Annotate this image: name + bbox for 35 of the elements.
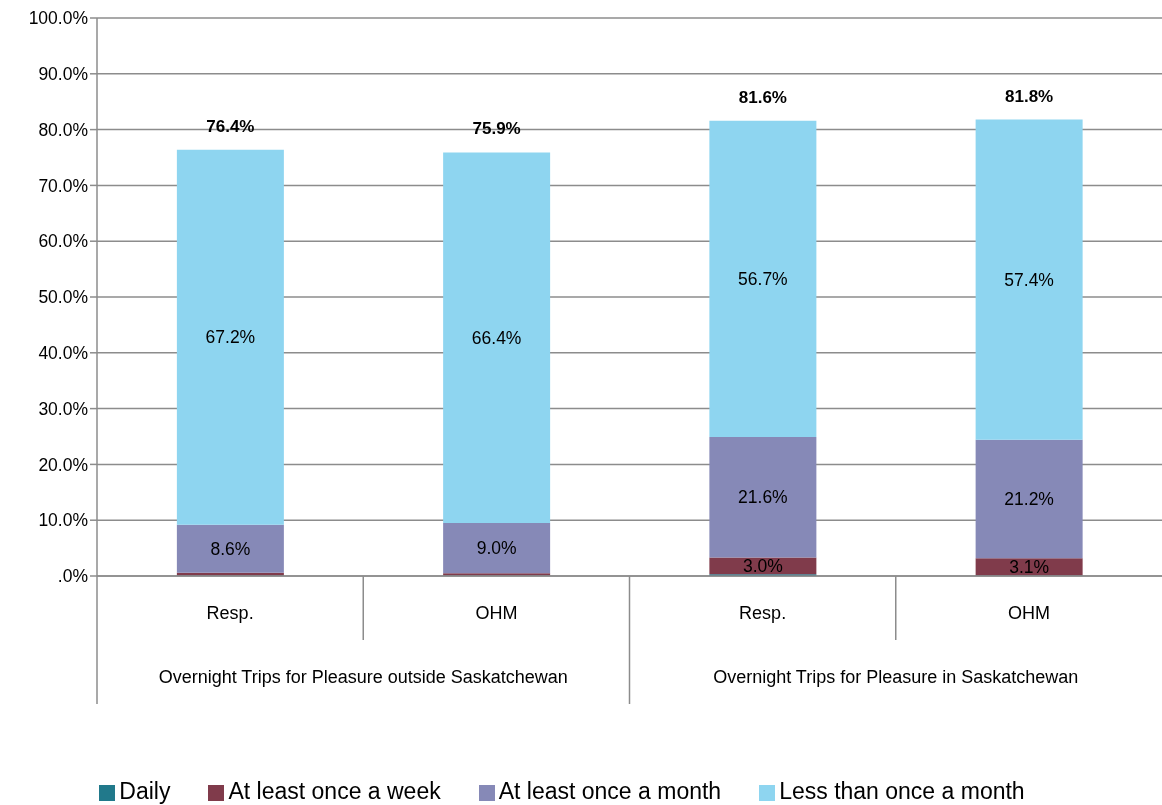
text: Overnight Trips for Pleasure in Saskatchewan xyxy=(713,667,1079,687)
data-label: 8.6% xyxy=(210,538,251,559)
data-label: 3.1% xyxy=(1009,556,1050,577)
data-label: 9.0% xyxy=(476,538,517,559)
x-tick-label: OHM xyxy=(475,603,518,623)
data-label: 56.7% xyxy=(738,268,788,289)
y-tick-label: 80.0% xyxy=(38,119,88,140)
total-label: 81.6% xyxy=(738,87,787,107)
y-tick-label: 20.0% xyxy=(38,454,88,475)
y-tick-label: .0% xyxy=(57,566,88,587)
data-label: 67.2% xyxy=(205,327,256,348)
x-tick-label: OHM xyxy=(1007,603,1050,623)
total-label: 75.9% xyxy=(472,119,521,139)
y-tick-label: 70.0% xyxy=(38,175,88,196)
y-tick-label: 60.0% xyxy=(38,231,88,252)
y-tick-label: 30.0% xyxy=(38,398,88,419)
data-label: 66.4% xyxy=(471,327,522,348)
data-label: 3.0% xyxy=(742,555,783,576)
legend-label: At least once a week xyxy=(228,778,441,804)
y-tick-label: 50.0% xyxy=(38,287,88,308)
legend-label: Daily xyxy=(119,778,171,804)
legend-label: Less than once a month xyxy=(779,778,1025,804)
data-label: 57.4% xyxy=(1004,269,1054,290)
x-tick-label: Resp. xyxy=(206,603,254,623)
y-tick-label: 40.0% xyxy=(38,343,88,364)
total-label: 76.4% xyxy=(206,116,255,136)
y-tick-label: 90.0% xyxy=(38,64,88,85)
legend-label: At least once a month xyxy=(498,778,722,804)
total-label: 81.8% xyxy=(1005,86,1054,106)
y-tick-label: 100.0% xyxy=(28,8,88,29)
x-tick-label: Resp. xyxy=(739,603,787,623)
text: Overnight Trips for Pleasure outside Saskatchewan xyxy=(158,667,568,687)
data-label: 21.6% xyxy=(738,487,788,508)
data-label: 21.2% xyxy=(1004,489,1054,509)
y-tick-label: 10.0% xyxy=(38,510,88,531)
